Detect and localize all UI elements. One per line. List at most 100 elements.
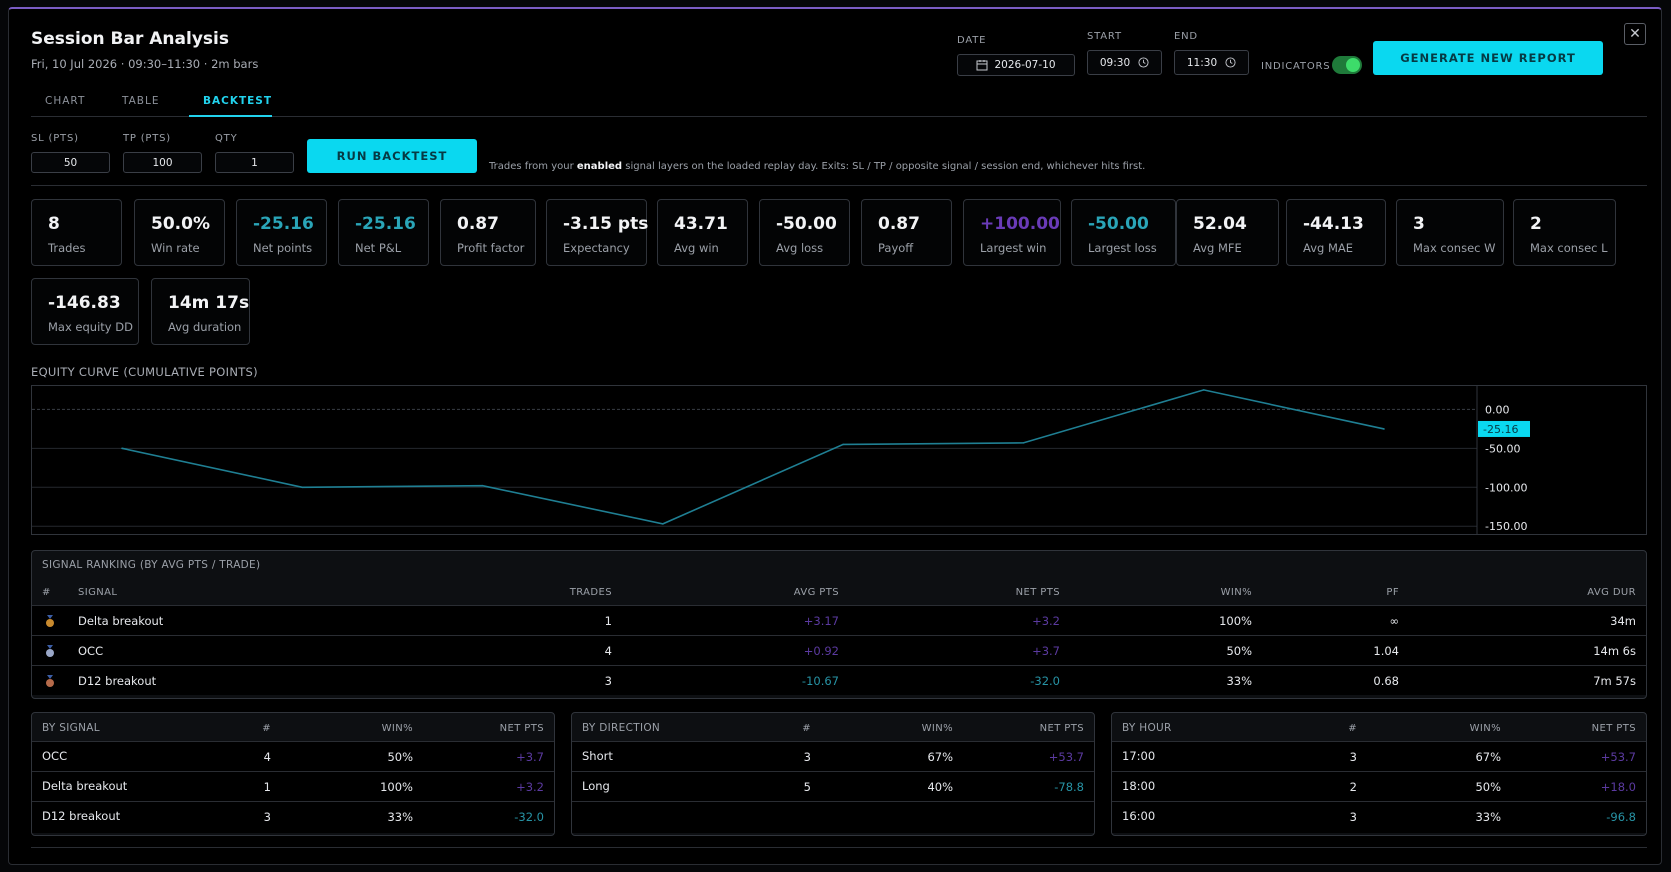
row-count: 3 [1349, 750, 1357, 764]
row-count: 5 [803, 780, 811, 794]
col-count: # [1348, 723, 1357, 734]
equity-point [121, 447, 123, 450]
row-net: +3.7 [516, 750, 544, 764]
start-time-input[interactable]: 09:30 [1087, 50, 1162, 75]
stat-label: Avg loss [776, 241, 824, 255]
stat-label: Max consec L [1530, 241, 1608, 255]
stat-label: Expectancy [563, 241, 630, 255]
stat-value: 2 [1530, 214, 1542, 234]
stat-value: -146.83 [48, 293, 121, 313]
stat-label: Avg win [674, 241, 719, 255]
sl-input[interactable]: 50 [31, 152, 110, 173]
current-value-badge [1478, 420, 1530, 437]
stat-card: 0.87 Profit factor [440, 199, 536, 266]
y-tick-label: -150.00 [1485, 520, 1527, 533]
tab-table[interactable]: TABLE [122, 95, 160, 107]
equity-point [1383, 428, 1385, 430]
row-count: 2 [1349, 780, 1357, 794]
row-label: 18:00 [1122, 779, 1156, 793]
breakdown-row[interactable]: Delta breakout 1 100% +3.2 [32, 771, 554, 801]
indicators-toggle[interactable] [1332, 56, 1362, 74]
by-signal-panel: BY SIGNAL # WIN% NET PTS OCC 4 50% +3.7 Delta br… [31, 712, 555, 836]
breakdown-row[interactable]: Short 3 67% +53.7 [572, 741, 1094, 771]
col-win: WIN% [921, 723, 953, 734]
row-win: 50% [1475, 780, 1501, 794]
stat-label: Trades [48, 241, 86, 255]
col-win: WIN% [1469, 723, 1501, 734]
stat-label: Win rate [151, 241, 200, 255]
stat-label: Avg MAE [1303, 241, 1354, 255]
row-label: Long [582, 779, 610, 793]
tp-label: TP (PTS) [123, 133, 172, 144]
row-label: 17:00 [1122, 749, 1156, 763]
breakdown-row [572, 801, 1094, 833]
stat-value: 0.87 [457, 214, 499, 234]
stat-card: -25.16 Net P&L [338, 199, 429, 266]
tp-input[interactable]: 100 [123, 152, 202, 173]
equity-point [1202, 389, 1205, 391]
row-net: +18.0 [1600, 780, 1636, 794]
equity-chart-svg: 0.00 -50.00 -100.00 -150.00 -25.16 [32, 386, 1530, 534]
row-net: +53.7 [1048, 750, 1084, 764]
stat-card: -3.15 pts Expectancy [546, 199, 648, 266]
generate-report-button[interactable]: GENERATE NEW REPORT [1373, 41, 1603, 75]
qty-input[interactable]: 1 [215, 152, 294, 173]
end-value: 11:30 [1186, 56, 1218, 69]
trades-count: 3 [604, 674, 612, 688]
tab-bar: CHART TABLE BACKTEST [31, 87, 1647, 117]
y-tick-label: -50.00 [1485, 442, 1520, 455]
stat-value: 14m 17s [168, 293, 250, 313]
backtest-hint: Trades from your enabled signal layers o… [489, 161, 1146, 172]
ranking-row[interactable]: Delta breakout 1 +3.17 +3.2 100% ∞ 34m [32, 605, 1646, 635]
col-win: WIN% [1220, 587, 1252, 598]
equity-point [842, 443, 844, 446]
avg-duration: 7m 57s [1593, 674, 1636, 688]
medal-icon [46, 615, 54, 627]
tab-chart[interactable]: CHART [45, 95, 86, 107]
col-net: NET PTS [499, 723, 544, 734]
run-backtest-button[interactable]: RUN BACKTEST [307, 139, 477, 173]
ranking-row[interactable]: D12 breakout 3 -10.67 -32.0 33% 0.68 7m 57s [32, 665, 1646, 695]
profit-factor: 1.04 [1373, 644, 1399, 658]
tab-backtest[interactable]: BACKTEST [203, 95, 273, 107]
breakdown-row[interactable]: Long 5 40% -78.8 [572, 771, 1094, 801]
equity-point [301, 486, 304, 489]
signal-name: Delta breakout [78, 614, 164, 628]
signal-ranking-panel: SIGNAL RANKING (BY AVG PTS / TRADE) # SI… [31, 550, 1647, 699]
breakdown-row[interactable]: 18:00 2 50% +18.0 [1112, 771, 1646, 801]
signal-name: D12 breakout [78, 674, 157, 688]
start-label: START [1087, 31, 1122, 42]
stat-label: Net points [253, 241, 313, 255]
stat-label: Max equity DD [48, 320, 133, 334]
net-pts: -32.0 [1030, 674, 1060, 688]
breakdown-row[interactable]: D12 breakout 3 33% -32.0 [32, 801, 554, 833]
stat-label: Payoff [878, 241, 914, 255]
date-input[interactable]: 2026-07-10 [957, 54, 1075, 76]
stat-card: -44.13 Avg MAE [1286, 199, 1386, 266]
stat-label: Max consec W [1413, 241, 1496, 255]
end-time-input[interactable]: 11:30 [1174, 50, 1249, 75]
breakdown-row[interactable]: 17:00 3 67% +53.7 [1112, 741, 1646, 771]
profit-factor: ∞ [1389, 614, 1399, 628]
col-avg-pts: AVG PTS [793, 587, 839, 598]
ranking-title: SIGNAL RANKING (BY AVG PTS / TRADE) [42, 559, 261, 571]
row-count: 4 [263, 750, 271, 764]
breakdown-row[interactable]: 16:00 3 33% -96.8 [1112, 801, 1646, 833]
row-win: 33% [1475, 810, 1501, 824]
trades-count: 1 [604, 614, 612, 628]
stat-card: -50.00 Largest loss [1071, 199, 1176, 266]
row-win: 67% [927, 750, 953, 764]
equity-chart: 0.00 -50.00 -100.00 -150.00 -25.16 [31, 385, 1647, 535]
row-net: -32.0 [514, 810, 544, 824]
breakdown-row[interactable]: OCC 4 50% +3.7 [32, 741, 554, 771]
ranking-row[interactable]: OCC 4 +0.92 +3.7 50% 1.04 14m 6s [32, 635, 1646, 665]
medal-icon [46, 645, 54, 657]
close-icon[interactable]: ✕ [1624, 23, 1646, 45]
equity-point [662, 523, 664, 525]
date-value: 2026-07-10 [994, 59, 1056, 71]
stat-card: 52.04 Avg MFE [1176, 199, 1279, 266]
by-hour-panel: BY HOUR # WIN% NET PTS 17:00 3 67% +53.7 18:00 2 5… [1111, 712, 1647, 836]
avg-pts: +0.92 [803, 644, 839, 658]
equity-point [1022, 442, 1025, 444]
stat-value: 43.71 [674, 214, 728, 234]
